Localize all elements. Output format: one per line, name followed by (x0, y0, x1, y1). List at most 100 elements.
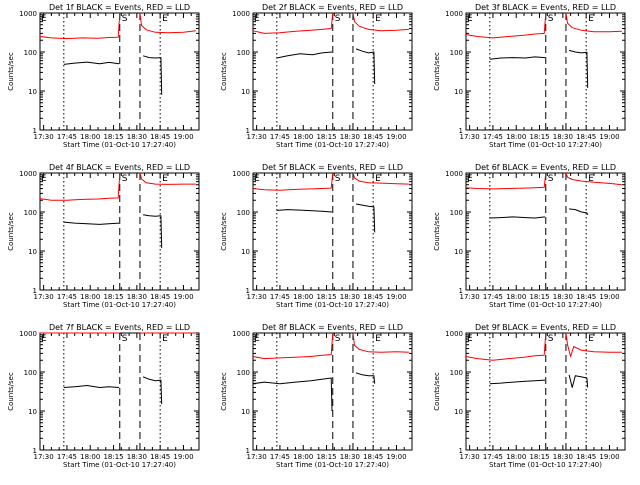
corner-marker-label: E (467, 174, 473, 184)
x-tick-label: 18:15 (316, 133, 336, 141)
chart-panel-4: Det 4f BLACK = Events, RED = LLD 1 10 100 10… (7, 163, 200, 309)
y-tick-label: 1 (246, 127, 250, 135)
marker-label: S (122, 334, 128, 344)
marker-label: S (548, 14, 554, 24)
x-tick-label: 18:30 (127, 453, 147, 461)
x-tick-label: 17:45 (57, 293, 77, 301)
panel-title: Det 2f BLACK = Events, RED = LLD (262, 3, 403, 12)
series-events-line (568, 374, 589, 388)
x-axis-label: Start Time (01-Oct-10 17:27:40) (489, 301, 602, 309)
y-tick-label: 10 (28, 248, 37, 256)
marker-label: E (375, 14, 381, 24)
chart-panel-3: Det 3f BLACK = Events, RED = LLD 1 10 100 10… (433, 3, 626, 149)
x-tick-label: 17:30 (34, 453, 54, 461)
x-axis-label: Start Time (01-Oct-10 17:27:40) (489, 461, 602, 469)
y-axis-label: Counts/sec (7, 372, 15, 411)
x-tick-label: 18:15 (529, 293, 549, 301)
x-tick-label: 18:45 (576, 453, 596, 461)
y-tick-label: 1000 (445, 170, 463, 178)
corner-marker-label: E (254, 174, 260, 184)
y-tick-label: 1000 (232, 170, 250, 178)
marker-label: S (335, 14, 341, 24)
panel-title: Det 1f BLACK = Events, RED = LLD (49, 3, 190, 12)
y-tick-label: 1 (33, 447, 37, 455)
y-axis-label: Counts/sec (433, 212, 441, 251)
x-tick-label: 18:30 (340, 453, 360, 461)
series-events-line (63, 221, 120, 225)
x-tick-label: 18:30 (553, 453, 573, 461)
corner-marker-label: E (41, 334, 47, 344)
y-tick-label: 10 (454, 248, 463, 256)
y-tick-label: 100 (24, 369, 37, 377)
series-lld-line (252, 332, 334, 360)
x-tick-label: 19:00 (386, 453, 406, 461)
x-tick-label: 18:15 (316, 293, 336, 301)
x-axis-label: Start Time (01-Oct-10 17:27:40) (63, 141, 176, 149)
x-tick-label: 17:45 (57, 453, 77, 461)
panel-title: Det 4f BLACK = Events, RED = LLD (49, 163, 190, 172)
panel-title: Det 8f BLACK = Events, RED = LLD (262, 323, 403, 332)
x-tick-label: 18:45 (363, 453, 383, 461)
y-tick-label: 1 (246, 447, 250, 455)
series-lld-line (139, 12, 196, 34)
x-tick-label: 19:00 (173, 453, 193, 461)
y-tick-label: 10 (241, 408, 250, 416)
x-tick-label: 19:00 (599, 293, 619, 301)
y-axis-label: Counts/sec (433, 372, 441, 411)
x-tick-label: 18:30 (340, 293, 360, 301)
x-axis-label: Start Time (01-Oct-10 17:27:40) (276, 461, 389, 469)
y-tick-label: 10 (241, 88, 250, 96)
corner-marker-label: E (41, 14, 47, 24)
x-tick-label: 18:15 (529, 453, 549, 461)
marker-label: E (588, 174, 594, 184)
x-tick-label: 17:30 (34, 133, 54, 141)
x-tick-label: 19:00 (599, 133, 619, 141)
y-tick-label: 10 (28, 408, 37, 416)
y-tick-label: 10 (28, 88, 37, 96)
series-lld-line (465, 332, 547, 361)
x-tick-label: 17:45 (270, 293, 290, 301)
series-events-line (568, 49, 589, 88)
y-tick-label: 100 (450, 369, 463, 377)
marker-label: S (335, 174, 341, 184)
x-tick-label: 18:30 (340, 133, 360, 141)
corner-marker-label: E (254, 334, 260, 344)
x-tick-label: 17:45 (57, 133, 77, 141)
y-tick-label: 100 (24, 49, 37, 57)
x-tick-label: 18:15 (529, 133, 549, 141)
series-lld-line (565, 12, 622, 33)
y-tick-label: 1000 (445, 330, 463, 338)
y-axis-label: Counts/sec (7, 212, 15, 251)
series-events-line (355, 372, 376, 384)
x-tick-label: 17:45 (483, 293, 503, 301)
panel-title: Det 7f BLACK = Events, RED = LLD (49, 323, 190, 332)
y-tick-label: 1 (459, 447, 463, 455)
marker-label: S (548, 334, 554, 344)
marker-label: S (335, 334, 341, 344)
series-events-line (276, 209, 333, 213)
panel-title: Det 5f BLACK = Events, RED = LLD (262, 163, 403, 172)
series-events-line (489, 216, 546, 219)
x-tick-label: 18:00 (506, 133, 526, 141)
y-tick-label: 1000 (232, 330, 250, 338)
y-tick-label: 1000 (232, 10, 250, 18)
x-tick-label: 18:45 (363, 293, 383, 301)
x-axis-label: Start Time (01-Oct-10 17:27:40) (276, 301, 389, 309)
series-lld-line (465, 172, 547, 190)
y-axis-label: Counts/sec (220, 372, 228, 411)
y-tick-label: 1000 (19, 170, 37, 178)
series-events-line (63, 61, 120, 65)
chart-panel-7: Det 7f BLACK = Events, RED = LLD 1 10 100 10… (7, 323, 200, 469)
x-tick-label: 18:15 (103, 133, 123, 141)
series-lld-line (565, 172, 622, 186)
series-lld-line (252, 12, 334, 34)
y-axis-label: Counts/sec (7, 52, 15, 91)
y-tick-label: 1000 (19, 330, 37, 338)
y-tick-label: 100 (237, 369, 250, 377)
x-tick-label: 18:00 (80, 453, 100, 461)
y-tick-label: 1 (33, 287, 37, 295)
y-tick-label: 100 (237, 209, 250, 217)
x-tick-label: 18:00 (293, 133, 313, 141)
y-tick-label: 1 (459, 127, 463, 135)
